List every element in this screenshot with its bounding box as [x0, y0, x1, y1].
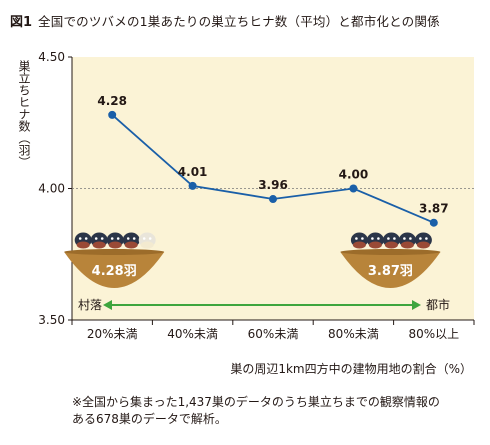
x-axis-label: 巣の周辺1km四方中の建物用地の割合（%） [230, 362, 472, 376]
right-bird-eye [409, 237, 412, 240]
right-bird-throat [368, 241, 382, 249]
left-bird-throat [140, 241, 154, 249]
right-bird-eye [425, 237, 428, 240]
right-nest-rim [340, 249, 441, 255]
figure-number: 図1 [10, 14, 33, 30]
y-tick-label: 3.50 [38, 313, 65, 327]
data-point [269, 195, 277, 204]
data-label: 4.00 [339, 168, 369, 182]
data-label: 3.87 [419, 202, 449, 216]
left-nest-label: 4.28羽 [92, 264, 137, 279]
urban-label: 都市 [426, 297, 450, 312]
left-bird-eye [142, 237, 146, 240]
right-nest-label: 3.87羽 [368, 264, 413, 279]
data-point [188, 181, 197, 190]
left-bird-eye [148, 237, 152, 240]
footnote-line-2: ある678巣のデータで解析。 [72, 412, 227, 426]
x-tick-label: 40%未満 [167, 327, 218, 341]
footnote: ※全国から集まった1,437巣のデータのうち巣立ちまでの観察情報の ある678巣… [72, 394, 482, 428]
left-bird-eye [116, 237, 120, 240]
right-bird-throat [400, 241, 414, 249]
right-bird-throat [384, 241, 398, 249]
right-bird-throat [416, 241, 430, 249]
right-bird-eye [403, 237, 406, 240]
data-label: 4.28 [97, 94, 127, 108]
figure-title-row: 図1 全国でのツバメの1巣あたりの巣立ちヒナ数（平均）と都市化との関係 [10, 10, 485, 30]
left-bird-eye [132, 237, 136, 240]
urbanization-arrow-head-left [103, 300, 112, 310]
left-bird-eye [78, 237, 82, 240]
right-bird-eye [387, 237, 390, 240]
left-bird-eye [100, 237, 104, 240]
right-bird-eye [419, 237, 422, 240]
data-point [349, 184, 358, 193]
figure-title: 全国でのツバメの1巣あたりの巣立ちヒナ数（平均）と都市化との関係 [38, 13, 440, 29]
y-tick-label: 4.50 [38, 50, 65, 64]
y-axis-label: 巣立ちヒナ数（羽） [17, 60, 31, 168]
left-bird-throat [124, 241, 138, 249]
left-bird-throat [108, 241, 122, 249]
left-bird-eye [110, 237, 114, 240]
right-bird-eye [361, 237, 364, 240]
left-bird-eye [84, 237, 88, 240]
right-bird-eye [377, 237, 380, 240]
left-bird-throat [76, 241, 90, 249]
urbanization-arrow-head-right [412, 300, 421, 310]
x-tick-label: 20%未満 [87, 327, 138, 341]
x-tick-label: 80%以上 [408, 327, 459, 341]
left-bird-eye [94, 237, 98, 240]
right-bird-eye [371, 237, 374, 240]
right-bird-eye [355, 237, 358, 240]
right-nest-bowl [340, 252, 441, 288]
data-point [429, 218, 438, 227]
right-bird-eye [393, 237, 396, 240]
left-nest-rim [64, 249, 165, 255]
y-tick-label: 4.00 [38, 182, 65, 196]
left-bird-eye [126, 237, 130, 240]
left-bird-throat [92, 241, 106, 249]
data-point [108, 110, 117, 119]
x-tick-label: 80%未満 [328, 327, 379, 341]
left-nest-bowl [64, 252, 165, 288]
data-label: 3.96 [258, 178, 288, 192]
x-tick-label: 60%未満 [248, 327, 299, 341]
data-label: 4.01 [178, 165, 208, 179]
right-bird-throat [352, 241, 366, 249]
rural-label: 村落 [78, 298, 102, 312]
footnote-line-1: ※全国から集まった1,437巣のデータのうち巣立ちまでの観察情報の [72, 395, 440, 409]
